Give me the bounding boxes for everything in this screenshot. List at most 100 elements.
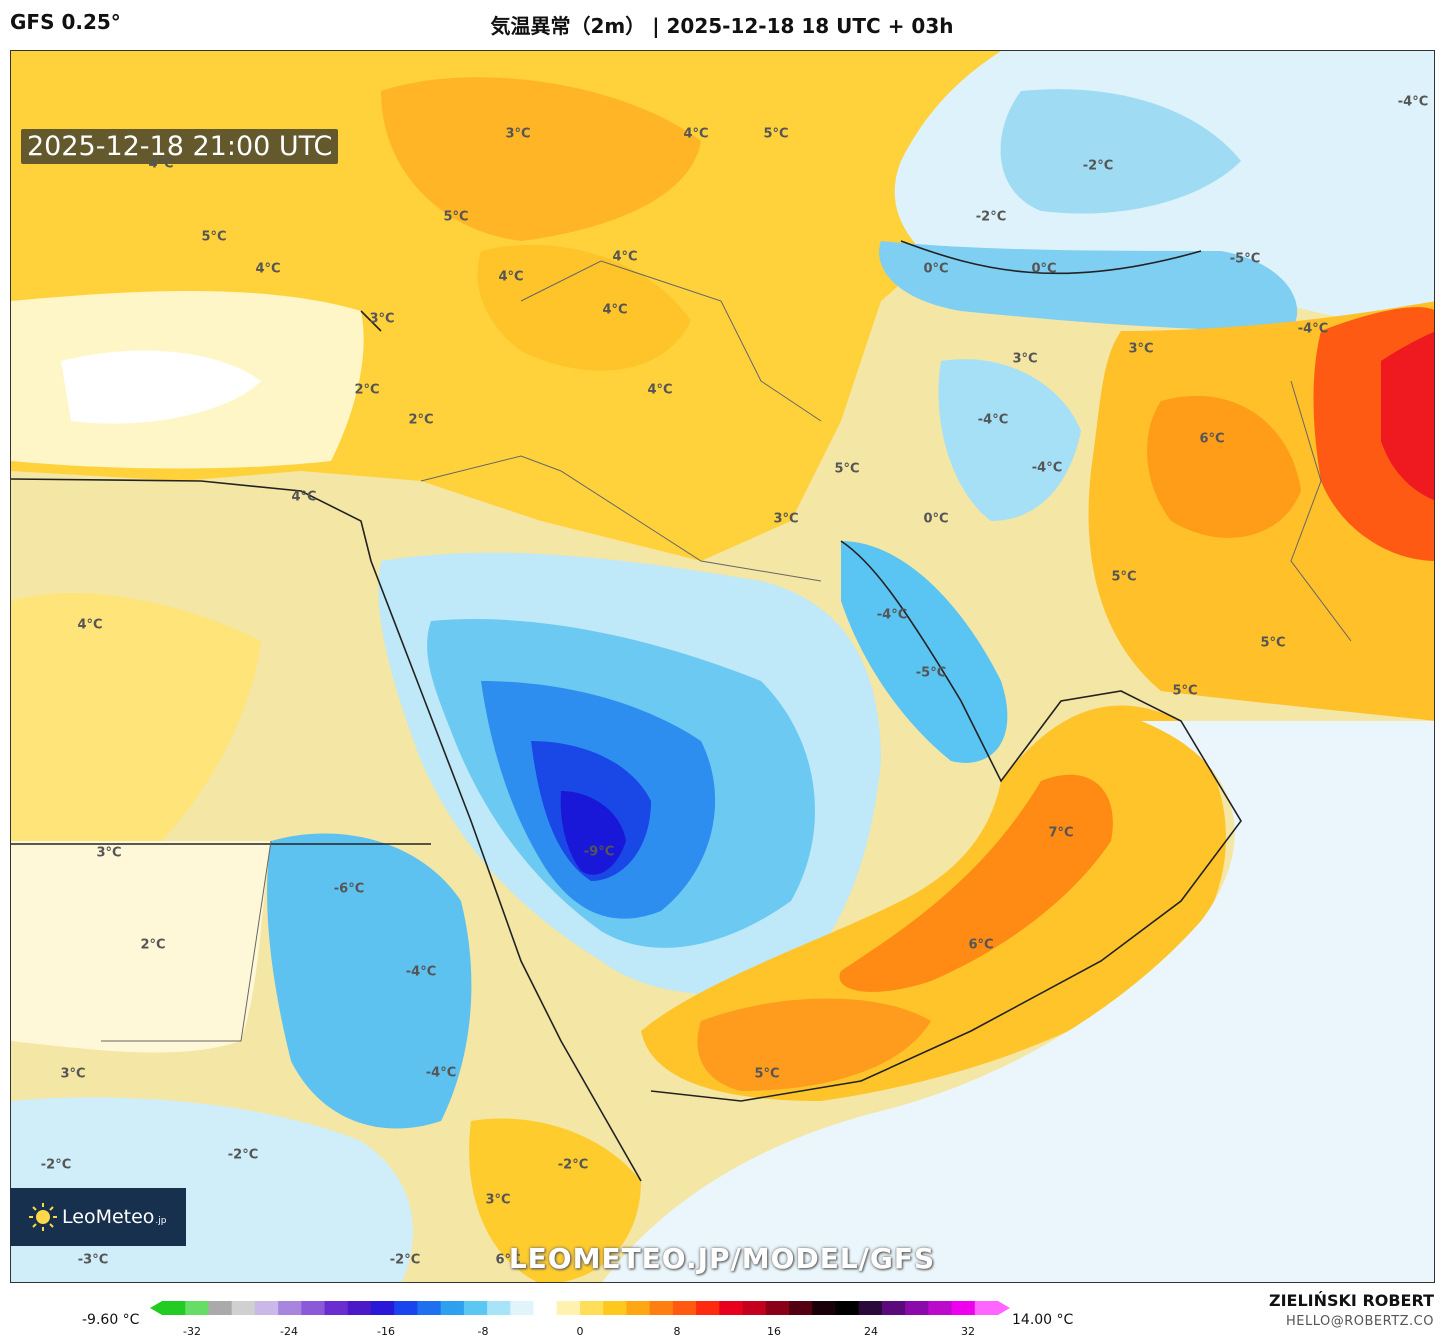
author-credit: ZIELIŃSKI ROBERT [1268,1291,1434,1310]
isotherm-label: 5°C [201,229,227,245]
colorbar-swatch [696,1301,720,1315]
map-field [11,51,1434,1282]
isotherm-label: 2°C [408,412,434,428]
isotherm-label: -5°C [1229,251,1261,267]
colorbar-swatch [324,1301,349,1315]
isotherm-label: 5°C [1172,683,1198,699]
isotherm-label: 4°C [255,261,281,277]
colorbar-swatch [463,1301,488,1315]
isotherm-label: 4°C [291,489,317,505]
colorbar-swatch [881,1301,906,1315]
isotherm-label: 5°C [443,209,469,225]
colorbar-tick-label: -24 [280,1325,298,1338]
isotherm-label: 5°C [1260,635,1286,651]
isotherm-label: -4°C [405,964,437,980]
isotherm-label: -3°C [77,1252,109,1268]
isotherm-label: 3°C [1012,351,1038,367]
colorbar-swatch [185,1301,209,1315]
map-title: 気温異常（2m） | 2025-12-18 18 UTC + 03h [490,14,954,38]
isotherm-label: 0°C [923,261,949,277]
colorbar-swatch [533,1301,558,1315]
colorbar-swatch [626,1301,651,1315]
colorbar-max-arrow [998,1301,1010,1315]
colorbar-swatch [672,1301,697,1315]
colorbar-swatch [487,1301,511,1315]
isotherm-label: 0°C [923,511,949,527]
author-email: HELLO@ROBERTZ.CO [1285,1314,1434,1329]
colorbar-swatch [812,1301,836,1315]
isotherm-label: -4°C [1397,94,1429,110]
valid-time-label: 2025-12-18 21:00 UTC [21,129,339,164]
colorbar-min-label: -9.60 °C [82,1312,140,1328]
colorbar-max-label: 14.00 °C [1012,1312,1074,1328]
colorbar-swatch [371,1301,395,1315]
sun-icon [29,1203,57,1231]
colorbar-tick-label: 0 [576,1325,584,1338]
colorbar-swatch [580,1301,604,1315]
watermark-url: LEOMETEO.JP/MODEL/GFS [508,1242,936,1275]
colorbar-tick-label: 32 [961,1325,975,1338]
colorbar-swatch [394,1301,418,1315]
colorbar-swatch [510,1301,535,1315]
isotherm-label: -2°C [227,1147,259,1163]
isotherm-label: 0°C [1031,261,1057,277]
colorbar-swatch [231,1301,256,1315]
isotherm-label: 3°C [96,845,122,861]
colorbar-swatch [974,1301,999,1315]
isotherm-label: -4°C [1297,321,1329,337]
isotherm-label: -6°C [333,881,365,897]
isotherm-label: 4°C [77,617,103,633]
colorbar-swatch [951,1301,976,1315]
isotherm-label: 3°C [1128,341,1154,357]
colorbar-swatch [603,1301,627,1315]
colorbar-swatch [556,1301,581,1315]
isotherm-label: -4°C [876,607,908,623]
colorbar-swatch [347,1301,372,1315]
colorbar-swatch [742,1301,767,1315]
isotherm-label: 3°C [369,311,395,327]
colorbar-swatch [858,1301,883,1315]
isotherm-label: 5°C [763,126,789,142]
isotherm-label: 6°C [968,937,994,953]
isotherm-label: 4°C [612,249,638,265]
isotherm-label: 4°C [148,156,174,172]
colorbar [150,1301,1010,1315]
colorbar-swatch [905,1301,929,1315]
colorbar-swatch [301,1301,326,1315]
leometeo-logo: LeoMeteo.jp [10,1188,186,1246]
isotherm-label: -4°C [977,412,1009,428]
isotherm-label: -4°C [425,1065,457,1081]
isotherm-label: 3°C [773,511,799,527]
colorbar-swatch [719,1301,744,1315]
temperature-anomaly-map[interactable]: 2025-12-18 21:00 UTC 3°C 4°C 5°C 4°C 5°C 5°C 4… [10,50,1435,1283]
colorbar-swatch [278,1301,302,1315]
isotherm-label: -2°C [1082,158,1114,174]
model-name: GFS 0.25° [10,10,121,34]
colorbar-swatch [254,1301,279,1315]
isotherm-label: -4°C [1031,460,1063,476]
isotherm-label: -2°C [975,209,1007,225]
colorbar-tick-label: 24 [864,1325,878,1338]
isotherm-label: 4°C [498,269,524,285]
colorbar-swatch [928,1301,953,1315]
isotherm-label: 4°C [647,382,673,398]
colorbar-tick-label: -8 [477,1325,489,1338]
isotherm-label: 3°C [60,1066,86,1082]
logo-text: LeoMeteo.jp [62,1206,167,1228]
isotherm-label: -2°C [389,1252,421,1268]
isotherm-label: 4°C [683,126,709,142]
isotherm-label: 2°C [354,382,380,398]
isotherm-label: 6°C [1199,431,1225,447]
isotherm-label: 3°C [505,126,531,142]
isotherm-label: 5°C [834,461,860,477]
colorbar-swatch [789,1301,813,1315]
colorbar-tick-label: -32 [183,1325,201,1338]
colorbar-swatch [417,1301,442,1315]
isotherm-label: 4°C [602,302,628,318]
colorbar-swatch [649,1301,674,1315]
colorbar-swatch [208,1301,233,1315]
isotherm-label: 5°C [754,1066,780,1082]
isotherm-label: -9°C [583,844,615,860]
isotherm-label: -2°C [557,1157,589,1173]
isotherm-label: 5°C [1111,569,1137,585]
